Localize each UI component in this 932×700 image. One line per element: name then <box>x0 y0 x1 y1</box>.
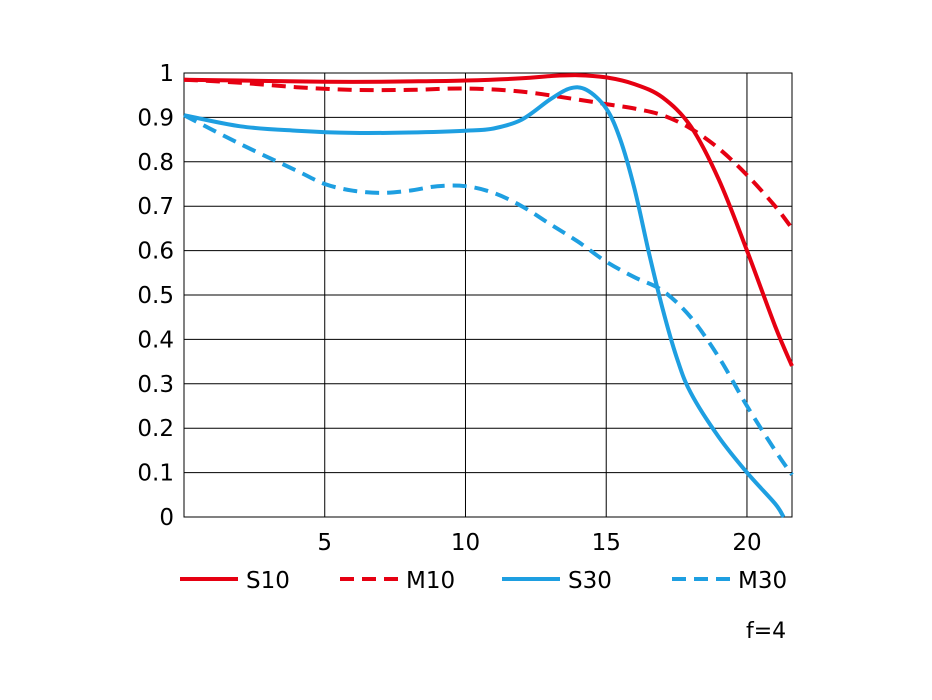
y-tick-label: 1 <box>159 61 174 87</box>
x-tick-label: 20 <box>732 530 761 556</box>
y-tick-label: 0.1 <box>137 461 174 487</box>
legend-label-m30: M30 <box>738 568 787 594</box>
x-tick-label: 5 <box>317 530 332 556</box>
series-layer <box>183 73 794 519</box>
y-tick-label: 0.6 <box>137 239 174 265</box>
series-line-m10 <box>183 77 794 230</box>
y-tick-label: 0.3 <box>137 372 174 398</box>
y-tick-label: 0 <box>159 505 174 531</box>
series-line-m30 <box>183 113 794 476</box>
x-tick-labels: 5 10 15 20 <box>317 530 761 556</box>
y-tick-label: 0.2 <box>137 416 174 442</box>
legend-label-m10: M10 <box>406 568 455 594</box>
aperture-annotation: f=4 <box>746 619 786 644</box>
legend-label-s30: S30 <box>568 568 612 594</box>
legend: S10 M10 S30 M30 <box>180 568 787 594</box>
x-tick-label: 15 <box>592 530 621 556</box>
series-line-s10 <box>183 73 794 367</box>
y-tick-label: 0.7 <box>137 194 174 220</box>
y-tick-labels: 0 0.1 0.2 0.3 0.4 0.5 0.6 0.7 0.8 0.9 1 <box>137 61 174 531</box>
y-tick-label: 0.5 <box>137 283 174 309</box>
y-tick-label: 0.9 <box>137 105 174 131</box>
y-tick-label: 0.8 <box>137 150 174 176</box>
series-line-s30 <box>183 85 786 519</box>
plot-frame <box>183 72 793 518</box>
x-tick-label: 10 <box>451 530 480 556</box>
legend-label-s10: S10 <box>246 568 290 594</box>
y-tick-label: 0.4 <box>137 327 174 353</box>
